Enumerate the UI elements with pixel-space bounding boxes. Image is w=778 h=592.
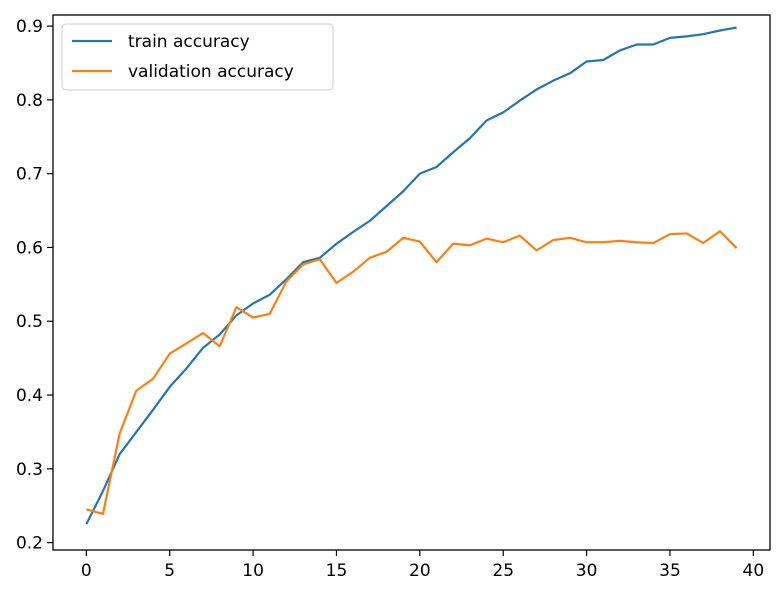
x-tick-label: 0 xyxy=(81,561,92,581)
x-tick-label: 25 xyxy=(492,561,514,581)
series-lines xyxy=(85,26,738,525)
y-tick-label: 0.9 xyxy=(16,17,43,37)
x-tick-label: 5 xyxy=(164,561,175,581)
y-tick-label: 0.7 xyxy=(16,165,43,185)
y-tick-label: 0.5 xyxy=(16,312,43,332)
x-tick-label: 20 xyxy=(409,561,431,581)
plot-frame xyxy=(52,14,771,551)
y-tick-label: 0.4 xyxy=(16,386,43,406)
x-tick-label: 30 xyxy=(576,561,598,581)
y-tick-label: 0.8 xyxy=(16,91,43,111)
x-tick-label: 10 xyxy=(242,561,264,581)
series-line-train-accuracy xyxy=(85,26,737,525)
legend-label-train-accuracy: train accuracy xyxy=(128,32,250,52)
y-axis: 0.2 0.3 0.4 0.5 0.6 0.7 0.8 0.9 xyxy=(16,17,53,554)
x-tick-label: 15 xyxy=(326,561,348,581)
y-tick-label: 0.3 xyxy=(16,460,43,480)
y-tick-label: 0.2 xyxy=(16,534,43,554)
x-tick-label: 35 xyxy=(659,561,681,581)
legend-label-validation-accuracy: validation accuracy xyxy=(128,62,294,82)
x-axis: 0 5 10 15 20 25 30 35 40 xyxy=(81,550,764,581)
legend: train accuracy validation accuracy xyxy=(61,23,334,91)
legend-box xyxy=(61,23,334,91)
y-tick-label: 0.6 xyxy=(16,238,43,258)
x-tick-label: 40 xyxy=(743,561,765,581)
series-line-validation-accuracy xyxy=(86,230,738,515)
